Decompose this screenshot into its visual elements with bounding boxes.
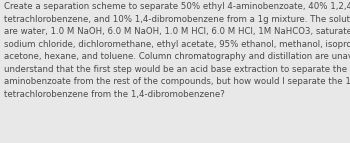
Text: Create a separation scheme to separate 50% ethyl 4-aminobenzoate, 40% 1,2,4,5 -
: Create a separation scheme to separate 5… <box>4 2 350 99</box>
